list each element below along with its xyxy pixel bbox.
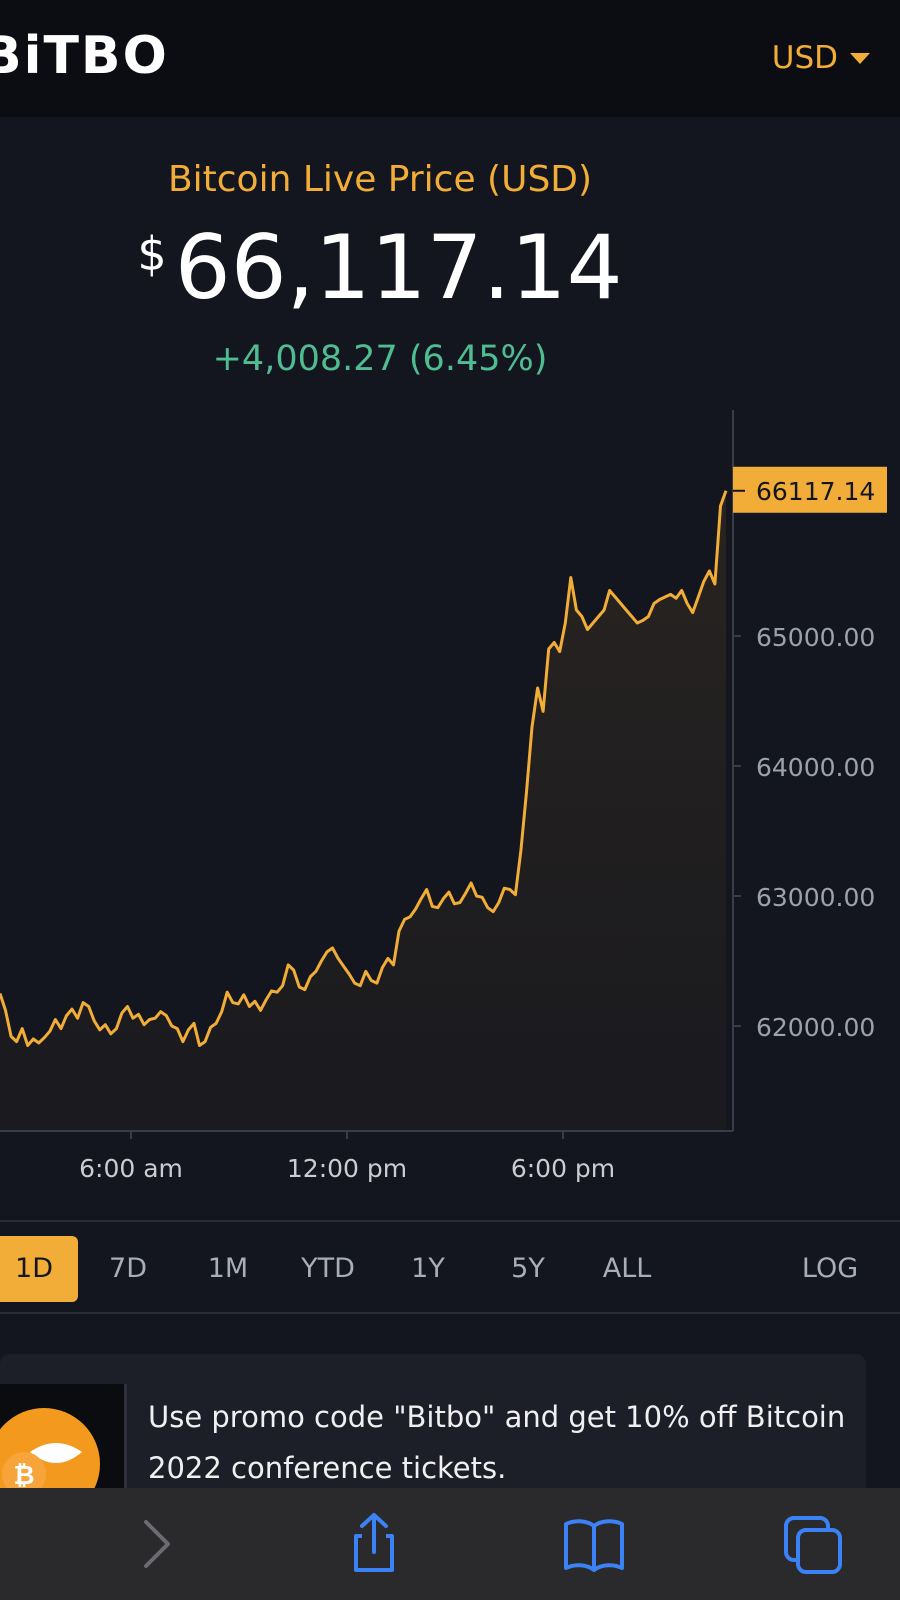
tab-1d[interactable]: 1D [0, 1236, 78, 1302]
caret-down-icon [850, 52, 870, 64]
price-title: Bitcoin Live Price (USD) [167, 159, 593, 200]
currency-label: USD [771, 40, 838, 76]
promo-image: ₿ [0, 1384, 127, 1514]
y-tick-label: 63000.00 [756, 883, 875, 912]
currency-symbol: $ [137, 227, 167, 281]
promo-card[interactable]: ₿ Use promo code "Bitbo" and get 10% off… [0, 1354, 866, 1514]
tab-5y[interactable]: 5Y [511, 1253, 545, 1284]
x-tick-label: 6:00 pm [511, 1154, 615, 1183]
bitbo-logo[interactable]: BiTBO [0, 26, 169, 86]
promo-text[interactable]: Use promo code "Bitbo" and get 10% off B… [148, 1400, 846, 1485]
y-tick-label: 64000.00 [756, 753, 875, 782]
price-line [0, 490, 728, 1047]
tab-1y[interactable]: 1Y [411, 1253, 445, 1284]
price-chart[interactable]: 65000.00 64000.00 63000.00 62000.00 6:00 am 1… [0, 400, 900, 1190]
tab-7d[interactable]: 7D [109, 1253, 147, 1284]
divider [0, 1220, 900, 1222]
share-icon[interactable] [342, 1512, 406, 1576]
svg-text:₿: ₿ [13, 1461, 34, 1491]
tab-ytd[interactable]: YTD [301, 1253, 355, 1284]
y-tick-label: 65000.00 [756, 623, 875, 652]
log-toggle[interactable]: LOG [801, 1253, 859, 1284]
bookmarks-icon[interactable] [562, 1512, 626, 1576]
bitcoin-logo-icon: ₿ [0, 1408, 100, 1514]
tab-all[interactable]: ALL [602, 1253, 652, 1284]
currency-selector[interactable]: USD [772, 36, 870, 80]
current-price-label: 66117.14 [756, 477, 875, 506]
tab-1m[interactable]: 1M [207, 1253, 249, 1284]
top-bar: BiTBO USD [0, 0, 900, 117]
y-tick-label: 62000.00 [756, 1013, 875, 1042]
forward-icon[interactable] [124, 1512, 188, 1576]
price-value: 66,117.14 [174, 216, 623, 319]
divider [0, 1312, 900, 1314]
browser-toolbar [0, 1488, 900, 1600]
chart-area-fill [0, 490, 726, 1131]
price-change: +4,008.27 (6.45%) [212, 339, 548, 379]
tabs-icon[interactable] [782, 1512, 846, 1576]
live-price: $66,117.14 [0, 218, 760, 343]
x-tick-label: 6:00 am [79, 1154, 183, 1183]
current-price-tag [733, 466, 887, 513]
x-tick-label: 12:00 pm [287, 1154, 407, 1183]
range-tabs: 1D 7D 1M YTD 1Y 5Y ALL LOG [0, 1236, 900, 1302]
